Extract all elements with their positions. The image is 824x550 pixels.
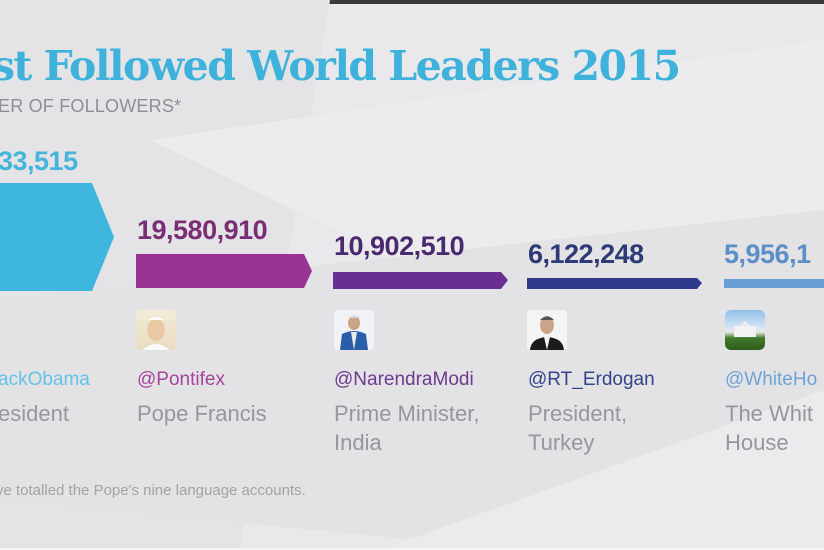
avatar-modi <box>334 310 374 350</box>
bar-erdogan <box>527 278 702 289</box>
handle-pontifex: @Pontifex <box>137 369 225 390</box>
role-whitehouse: The Whit House <box>725 401 814 455</box>
erdogan-photo-icon <box>530 316 564 350</box>
white-house-photo-icon <box>734 321 756 337</box>
narendra-modi-photo-icon <box>340 315 368 350</box>
bar-obama <box>0 183 114 291</box>
value-label-obama: 33,515 <box>0 146 78 176</box>
value-label-whitehouse: 5,956,1 <box>724 239 811 269</box>
role-pontifex: Pope Francis <box>137 401 267 426</box>
avatar-erdogan <box>527 310 567 350</box>
role-modi: Prime Minister, India <box>334 401 480 455</box>
value-label-erdogan: 6,122,248 <box>528 239 644 269</box>
handle-whitehouse: @WhiteHo <box>725 369 818 390</box>
top-edge <box>0 0 824 4</box>
bar-whitehouse <box>724 279 824 288</box>
footnote: ve totalled the Pope's nine language acc… <box>0 482 306 499</box>
bottom-edge <box>0 548 824 550</box>
bar-pontifex <box>136 254 312 288</box>
handle-obama: ackObama <box>0 369 90 390</box>
bar-modi <box>333 272 508 289</box>
avatar-whitehouse <box>725 310 765 350</box>
role-obama: esident <box>0 401 69 426</box>
chart-title: ost Followed World Leaders 2015 <box>0 42 681 90</box>
role-erdogan: President, Turkey <box>528 401 628 455</box>
value-label-modi: 10,902,510 <box>334 231 465 261</box>
chart-subtitle: ER OF FOLLOWERS* <box>0 96 182 116</box>
avatar-pontifex <box>136 310 176 350</box>
handle-erdogan: @RT_Erdogan <box>528 369 655 390</box>
pope-francis-photo-icon <box>142 317 170 350</box>
value-label-pontifex: 19,580,910 <box>137 215 268 245</box>
handle-modi: @NarendraModi <box>334 369 474 390</box>
